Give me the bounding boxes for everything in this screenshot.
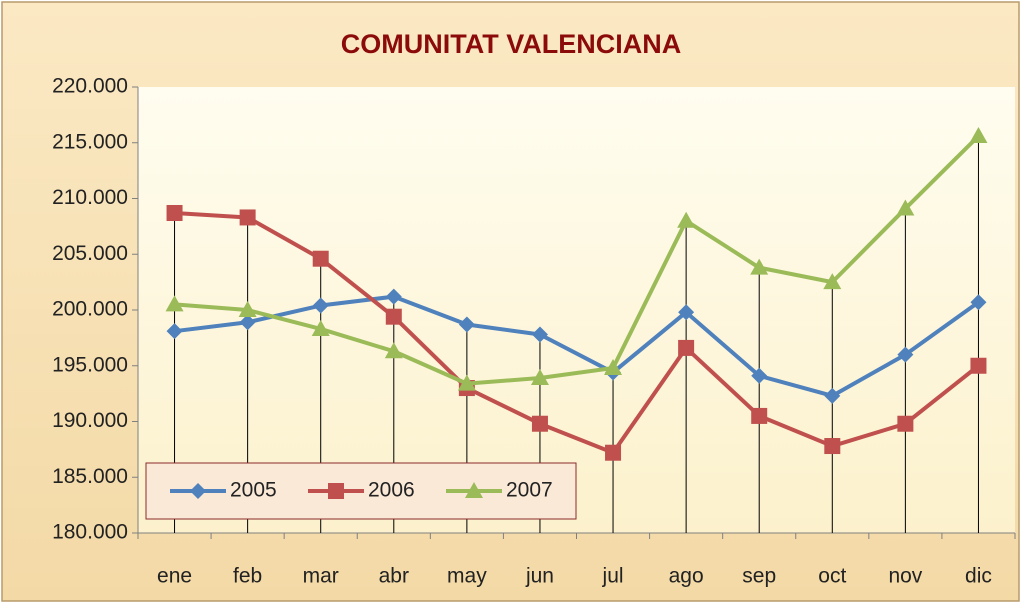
marker xyxy=(897,415,914,432)
marker xyxy=(970,357,987,374)
y-tick-label: 185.000 xyxy=(52,465,128,488)
marker xyxy=(166,204,183,221)
marker xyxy=(384,342,403,359)
x-tick-label: abr xyxy=(379,565,409,588)
marker xyxy=(677,211,696,228)
y-tick-label: 190.000 xyxy=(52,409,128,432)
y-tick-label: 205.000 xyxy=(52,242,128,265)
marker xyxy=(605,444,622,461)
marker xyxy=(531,326,548,343)
y-tick-label: 200.000 xyxy=(52,298,128,321)
legend-marker xyxy=(190,483,206,499)
marker xyxy=(457,374,476,391)
marker xyxy=(312,250,329,267)
marker xyxy=(239,209,256,226)
marker xyxy=(604,358,623,375)
plot-area xyxy=(138,87,1015,533)
marker xyxy=(824,387,841,404)
marker xyxy=(969,127,988,144)
marker xyxy=(970,294,987,311)
x-tick-label: jul xyxy=(602,565,624,588)
x-tick-label: dic xyxy=(965,565,992,588)
legend-label: 2007 xyxy=(506,479,553,502)
x-tick-label: oct xyxy=(818,565,846,588)
marker xyxy=(678,304,695,321)
marker xyxy=(385,288,402,305)
legend-label: 2005 xyxy=(230,479,277,502)
marker xyxy=(530,369,549,386)
marker xyxy=(312,297,329,314)
y-tick-label: 215.000 xyxy=(52,130,128,153)
chart-title: COMUNITAT VALENCIANA xyxy=(341,29,681,59)
x-tick-label: jun xyxy=(525,565,554,588)
marker xyxy=(824,438,841,455)
marker xyxy=(458,316,475,333)
marker xyxy=(678,339,695,356)
series-line xyxy=(174,294,980,398)
marker xyxy=(751,367,768,384)
y-tick-label: 195.000 xyxy=(52,353,128,376)
x-tick-label: mar xyxy=(303,565,339,588)
marker xyxy=(239,314,256,331)
marker xyxy=(166,323,183,340)
series-line xyxy=(174,134,980,386)
y-tick-label: 180.000 xyxy=(52,521,128,544)
marker xyxy=(897,346,914,363)
legend-marker xyxy=(328,483,344,499)
x-tick-label: sep xyxy=(742,565,776,588)
marker xyxy=(750,258,769,275)
legend-marker xyxy=(465,482,483,498)
marker xyxy=(311,319,330,336)
marker xyxy=(165,295,184,312)
marker xyxy=(531,415,548,432)
x-tick-label: feb xyxy=(233,565,262,588)
x-tick-label: ago xyxy=(669,565,704,588)
marker xyxy=(823,273,842,290)
x-tick-label: ene xyxy=(157,565,192,588)
marker xyxy=(751,407,768,424)
marker xyxy=(385,308,402,325)
y-tick-label: 220.000 xyxy=(52,75,128,98)
marker xyxy=(896,199,915,216)
y-tick-label: 210.000 xyxy=(52,186,128,209)
marker xyxy=(238,301,257,317)
series-line xyxy=(174,210,980,455)
legend-label: 2006 xyxy=(368,479,415,502)
x-tick-label: may xyxy=(447,565,487,588)
x-tick-label: nov xyxy=(888,565,922,588)
